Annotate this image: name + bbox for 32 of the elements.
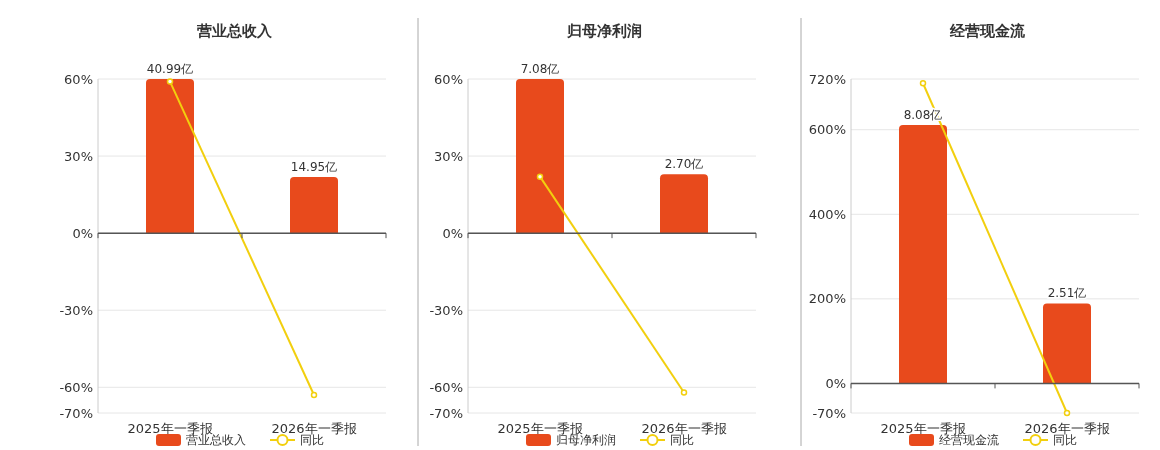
y-tick-label: -60% <box>429 379 463 395</box>
data-label: 2.51亿 <box>1047 286 1087 301</box>
y-tick-label: 60% <box>434 71 463 87</box>
y-tick-label: 30% <box>64 148 93 164</box>
legend-label: 经营现金流 <box>939 433 999 448</box>
y-tick-label: 0% <box>442 225 463 241</box>
y-tick-label: 0% <box>825 375 846 391</box>
data-label: 14.95亿 <box>290 159 338 174</box>
y-tick-label: 400% <box>808 206 846 222</box>
y-tick-label: -60% <box>59 379 93 395</box>
chart-title: 经营现金流 <box>948 22 1026 40</box>
x-tick-label: 2025年一季报 <box>127 420 213 436</box>
y-tick-label: 720% <box>808 71 846 87</box>
y-tick-label: 200% <box>808 291 846 307</box>
x-tick-label: 2025年一季报 <box>497 420 583 436</box>
y-tick-label: -70% <box>59 405 93 421</box>
y-tick-label: 600% <box>808 122 846 138</box>
y-tick-label: -70% <box>812 405 846 421</box>
y-tick-label: -70% <box>429 405 463 421</box>
y-tick-label: 30% <box>434 148 463 164</box>
y-tick-label: 0% <box>72 225 93 241</box>
y-tick-label: 60% <box>64 71 93 87</box>
y-tick-label: -30% <box>59 302 93 318</box>
chart-title: 归母净利润 <box>565 22 642 40</box>
data-label: 2.70亿 <box>664 157 704 172</box>
data-label: 7.08亿 <box>520 62 560 76</box>
y-tick-label: -30% <box>429 302 463 318</box>
data-label: 40.99亿 <box>146 62 194 76</box>
legend-label: 营业总收入 <box>186 433 246 448</box>
chart-title: 营业总收入 <box>195 22 273 40</box>
legend-label: 归母净利润 <box>556 433 616 448</box>
x-tick-label: 2025年一季报 <box>880 420 966 436</box>
